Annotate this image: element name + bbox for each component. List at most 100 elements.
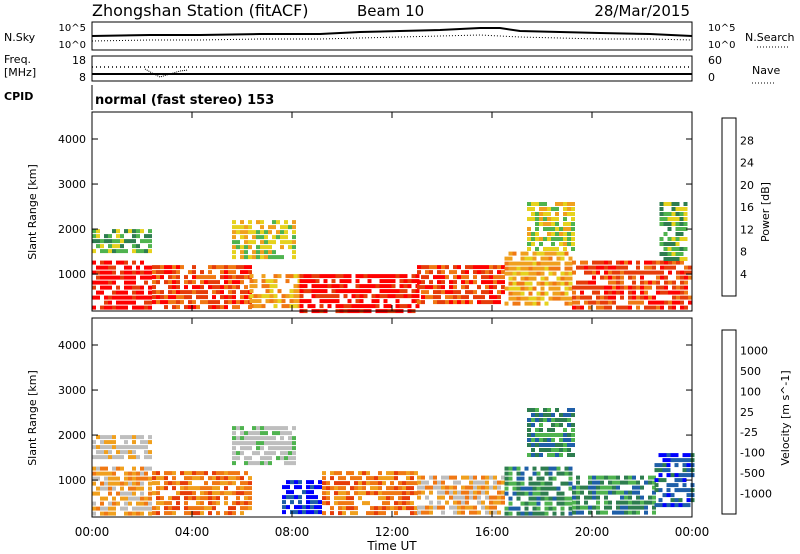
heatmap-cell bbox=[414, 481, 418, 486]
heatmap-cell bbox=[481, 480, 485, 485]
heatmap-cell bbox=[563, 438, 567, 442]
heatmap-cell bbox=[441, 300, 445, 305]
heatmap-cell bbox=[588, 265, 592, 270]
heatmap-cell bbox=[520, 296, 525, 301]
heatmap-cell bbox=[527, 227, 531, 231]
heatmap-cell bbox=[540, 256, 545, 261]
heatmap-cell bbox=[160, 275, 164, 280]
heatmap-cell bbox=[596, 485, 600, 490]
heatmap-cell bbox=[568, 476, 573, 481]
heatmap-cell bbox=[236, 285, 240, 290]
heatmap-cell bbox=[437, 480, 441, 485]
heatmap-cell bbox=[188, 300, 192, 305]
heatmap-cell bbox=[527, 202, 531, 206]
heatmap-cell bbox=[315, 279, 320, 284]
heatmap-cell bbox=[628, 270, 632, 275]
heatmap-cell bbox=[358, 476, 362, 481]
heatmap-cell bbox=[580, 510, 584, 515]
heatmap-cell bbox=[563, 232, 567, 236]
heatmap-cell bbox=[326, 491, 330, 496]
heatmap-cell bbox=[399, 284, 404, 289]
heatmap-cell bbox=[441, 285, 445, 290]
heatmap-cell bbox=[272, 240, 276, 245]
heatmap-cell bbox=[628, 475, 632, 480]
heatmap-cell bbox=[354, 476, 358, 481]
heatmap-cell bbox=[272, 255, 276, 260]
heatmap-cell bbox=[264, 235, 268, 240]
heatmap-cell bbox=[273, 279, 278, 284]
heatmap-cell bbox=[240, 230, 244, 235]
heatmap-cell bbox=[236, 471, 240, 476]
heatmap-cell bbox=[555, 453, 559, 457]
heatmap-cell bbox=[264, 441, 268, 446]
heatmap-cell bbox=[540, 276, 545, 281]
heatmap-cell bbox=[394, 471, 398, 476]
heatmap-cell bbox=[564, 481, 569, 486]
heatmap-cell bbox=[548, 501, 553, 506]
heatmap-cell bbox=[144, 466, 148, 471]
heatmap-cell bbox=[600, 510, 604, 515]
heatmap-cell bbox=[276, 446, 280, 451]
heatmap-cell bbox=[379, 274, 384, 279]
heatmap-cell bbox=[240, 431, 244, 436]
heatmap-cell bbox=[244, 436, 248, 441]
heatmap-cell bbox=[620, 270, 624, 275]
heatmap-cell bbox=[236, 305, 240, 310]
colorbar-tick-label: 100 bbox=[740, 385, 761, 398]
heatmap-cell bbox=[394, 476, 398, 481]
heatmap-cell bbox=[342, 506, 346, 511]
heatmap-cell bbox=[678, 473, 683, 478]
heatmap-cell bbox=[244, 290, 248, 295]
heatmap-cell bbox=[624, 475, 628, 480]
heatmap-cell bbox=[120, 435, 124, 440]
heatmap-cell bbox=[362, 481, 366, 486]
heatmap-cell bbox=[292, 250, 296, 255]
heatmap-cell bbox=[311, 284, 316, 289]
heatmap-cell bbox=[184, 280, 188, 285]
heatmap-cell bbox=[477, 265, 481, 270]
heatmap-cell bbox=[652, 260, 656, 265]
heatmap-cell bbox=[140, 275, 144, 280]
heatmap-cell bbox=[555, 237, 559, 241]
heatmap-cell bbox=[441, 495, 445, 500]
heatmap-cell bbox=[469, 280, 473, 285]
heatmap-cell bbox=[663, 257, 668, 261]
heatmap-cell bbox=[104, 300, 108, 305]
heatmap-cell bbox=[469, 480, 473, 485]
heatmap-cell bbox=[224, 280, 228, 285]
heatmap-cell bbox=[152, 481, 156, 486]
heatmap-cell bbox=[403, 294, 408, 299]
heatmap-cell bbox=[670, 483, 675, 488]
heatmap-cell bbox=[104, 496, 108, 501]
heatmap-cell bbox=[156, 300, 160, 305]
heatmap-cell bbox=[120, 244, 124, 249]
heatmap-cell bbox=[293, 304, 298, 309]
heatmap-cell bbox=[624, 505, 628, 510]
heatmap-cell bbox=[168, 270, 172, 275]
heatmap-cell bbox=[342, 481, 346, 486]
heatmap-cell bbox=[366, 501, 370, 506]
heatmap-cell bbox=[539, 222, 543, 226]
heatmap-cell bbox=[652, 480, 656, 485]
heatmap-cell bbox=[140, 481, 144, 486]
heatmap-cell bbox=[441, 510, 445, 515]
heatmap-cell bbox=[240, 290, 244, 295]
heatmap-cell bbox=[334, 496, 338, 501]
heatmap-cell bbox=[176, 501, 180, 506]
heatmap-cell bbox=[556, 471, 561, 476]
heatmap-cell bbox=[108, 455, 112, 460]
heatmap-cell bbox=[662, 458, 667, 463]
heatmap-cell bbox=[417, 475, 421, 480]
heatmap-cell bbox=[240, 506, 244, 511]
heatmap-cell bbox=[415, 274, 420, 279]
heatmap-cell bbox=[632, 480, 636, 485]
heatmap-cell bbox=[539, 443, 543, 447]
heatmap-cell bbox=[612, 285, 616, 290]
heatmap-cell bbox=[666, 503, 671, 508]
heatmap-cell bbox=[371, 284, 376, 289]
heatmap-cell bbox=[268, 240, 272, 245]
heatmap-cell bbox=[536, 491, 541, 496]
heatmap-cell bbox=[543, 418, 547, 422]
heatmap-cell bbox=[532, 506, 537, 511]
heatmap-cell bbox=[172, 511, 176, 516]
